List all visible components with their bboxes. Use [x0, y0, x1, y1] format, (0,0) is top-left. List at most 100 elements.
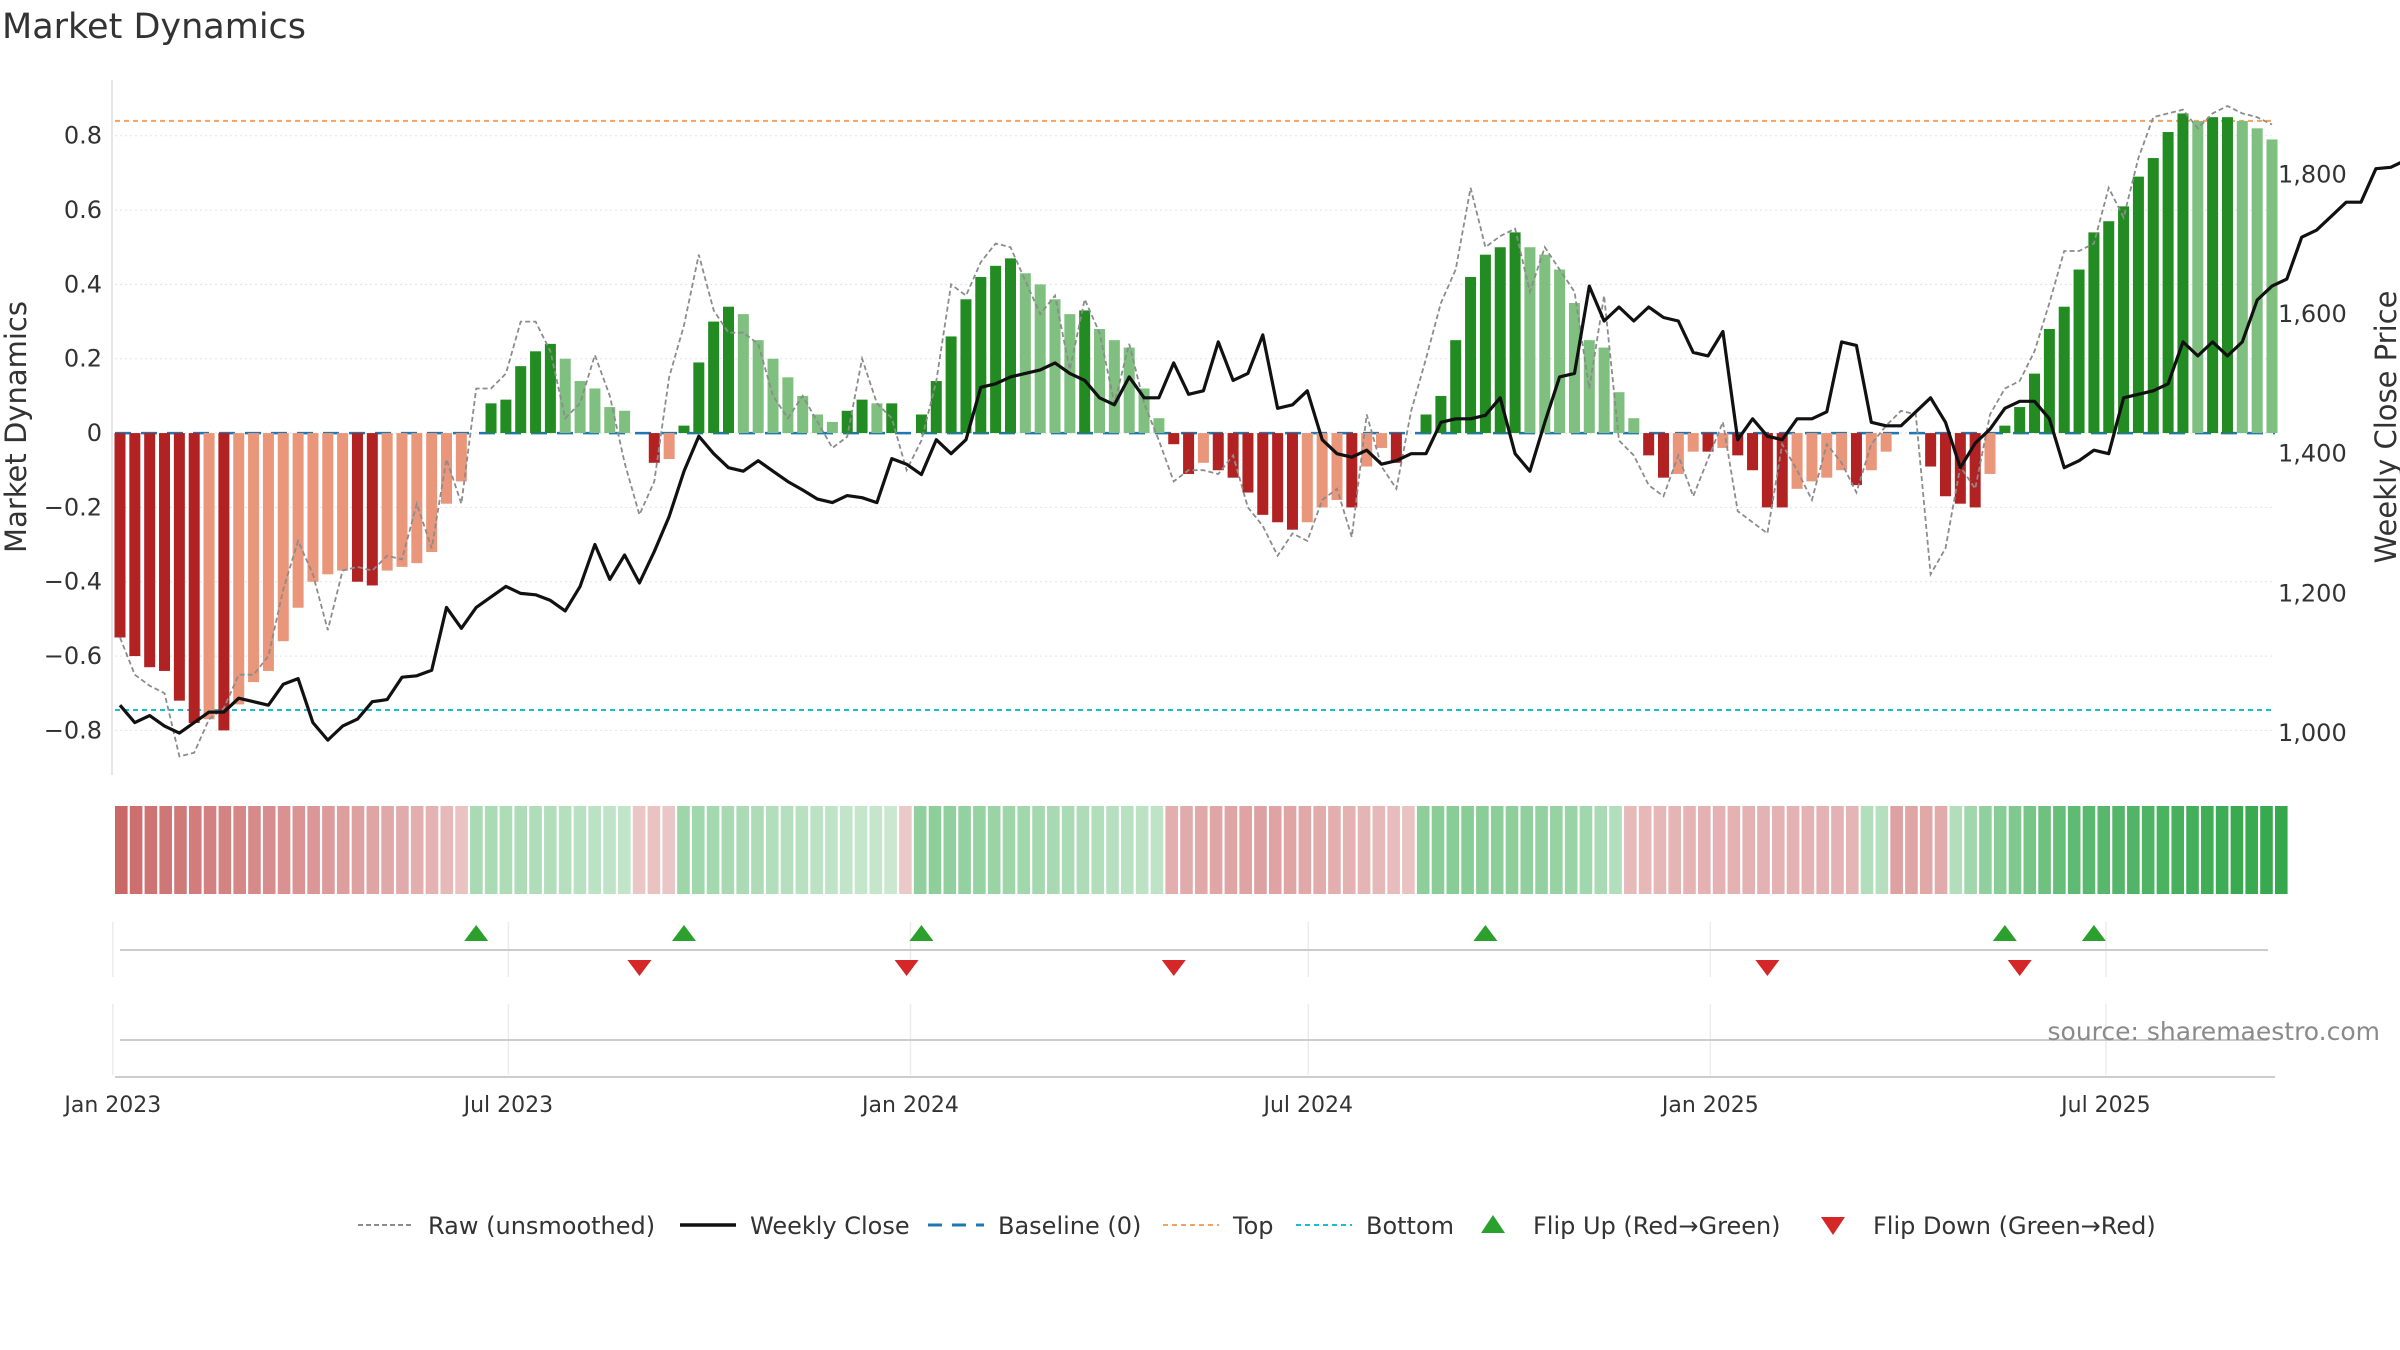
- y2-tick-label: 1,000: [2278, 719, 2347, 747]
- raw-unsmoothed-line: [119, 104, 2273, 758]
- strip-cell: [928, 806, 942, 894]
- dynamics-bar: [2177, 113, 2189, 434]
- strip-cell: [2215, 806, 2229, 894]
- strip-cell: [987, 806, 1001, 894]
- strip-cell: [396, 806, 409, 894]
- dynamics-bar: [2103, 221, 2115, 434]
- strip-cell: [1890, 806, 1903, 894]
- chart-title: Market Dynamics: [2, 7, 306, 47]
- dynamics-bar: [1346, 433, 1358, 508]
- legend: Raw (unsmoothed) Weekly Close Baseline (0)…: [358, 1212, 2156, 1240]
- dynamics-bar: [173, 433, 185, 701]
- strip-cell: [1786, 806, 1800, 894]
- strip-cell: [913, 806, 927, 894]
- dynamics-bar: [188, 433, 200, 723]
- dynamics-bar: [1301, 433, 1313, 523]
- dynamics-bar: [1212, 433, 1224, 471]
- strip-cell: [529, 806, 542, 894]
- strip-cell: [1476, 806, 1489, 894]
- date-tick-label: Jul 2025: [2059, 1093, 2151, 1118]
- dynamics-bar: [1850, 433, 1862, 486]
- main-panel: 0.8 0.6 0.4 0.2 0 −0.2 −0.4 −0.6 −0.8 1,800 1,600 1…: [0, 80, 2400, 775]
- legend-label: Raw (unsmoothed): [428, 1212, 655, 1240]
- strip-cell: [544, 806, 557, 894]
- strip-cell: [188, 806, 202, 894]
- dynamics-bar: [945, 336, 957, 434]
- strip-cell: [1742, 806, 1755, 894]
- strip-cell: [1905, 806, 1918, 894]
- strip-cell: [2038, 806, 2051, 894]
- flip-up-marker: [909, 925, 934, 941]
- dynamics-bar: [1925, 433, 1937, 467]
- flip-up-marker: [1473, 925, 1498, 941]
- dynamics-bar: [381, 433, 393, 571]
- dynamics-bar: [693, 362, 705, 434]
- strip-cell: [1683, 806, 1696, 894]
- dynamics-bar: [1984, 433, 1996, 474]
- legend-label: Bottom: [1366, 1212, 1454, 1240]
- dynamics-bar: [144, 433, 156, 668]
- strip-cell: [677, 806, 690, 894]
- dynamics-bar: [114, 433, 126, 638]
- strip-cell: [1564, 806, 1578, 894]
- dynamics-bar: [782, 377, 794, 434]
- dynamics-bar: [1168, 433, 1180, 445]
- dynamics-bar: [1539, 254, 1551, 434]
- strip-cell: [1268, 806, 1282, 894]
- strip-cell: [1653, 806, 1667, 894]
- dynamics-bar: [1390, 433, 1402, 463]
- y-tick-label: 0: [87, 419, 102, 447]
- dynamics-bar: [1286, 433, 1298, 530]
- dynamics-bar: [1687, 433, 1699, 452]
- dynamics-bar: [678, 425, 690, 434]
- strip-cell: [869, 806, 883, 894]
- strip-cell: [129, 806, 143, 894]
- dynamics-bar: [1732, 433, 1744, 456]
- strip-cell: [1816, 806, 1829, 894]
- dynamics-bar: [262, 433, 274, 671]
- dynamics-bar: [2043, 329, 2055, 434]
- strip-cell: [440, 806, 454, 894]
- strip-cell: [1180, 806, 1193, 894]
- dynamics-bar: [856, 399, 868, 434]
- strip-cell: [1579, 806, 1593, 894]
- dynamics-bar: [366, 433, 378, 586]
- dynamics-bar: [589, 388, 601, 434]
- dynamics-bar: [515, 366, 527, 434]
- strip-cell: [1505, 806, 1519, 894]
- strip-cell: [2141, 806, 2155, 894]
- strip-cell: [825, 806, 838, 894]
- strip-cell: [1594, 806, 1608, 894]
- strip-cell: [958, 806, 971, 894]
- dynamics-bar: [604, 407, 616, 434]
- strip-cell: [1934, 806, 1948, 894]
- strip-cell: [780, 806, 794, 894]
- dynamics-bar: [559, 358, 571, 434]
- dynamics-bar: [1435, 395, 1447, 434]
- strip-cell: [1416, 806, 1430, 894]
- dynamics-bar: [1524, 247, 1536, 434]
- dynamics-bar: [1613, 392, 1625, 434]
- legend-label: Weekly Close: [750, 1212, 910, 1240]
- dynamics-bar: [2073, 269, 2085, 434]
- dynamics-bar: [277, 433, 289, 642]
- strip-cell: [1209, 806, 1223, 894]
- dynamics-bar: [2251, 128, 2263, 434]
- flip-down-marker: [1161, 960, 1186, 976]
- strip-cell: [1091, 806, 1105, 894]
- dynamics-bar: [1019, 273, 1031, 434]
- y-tick-label: −0.4: [44, 568, 102, 596]
- strip-cell: [1461, 806, 1474, 894]
- legend-flip-up-swatch: [1481, 1215, 1505, 1233]
- dynamics-bar: [426, 433, 438, 553]
- strip-cell: [1919, 806, 1933, 894]
- strip-cell: [558, 806, 572, 894]
- strip-cell: [1801, 806, 1815, 894]
- flip-down-marker: [2007, 960, 2032, 976]
- strip-cell: [1224, 806, 1238, 894]
- dynamics-bar: [1138, 388, 1150, 434]
- dynamics-bar: [1791, 433, 1803, 489]
- dynamics-bar: [2236, 120, 2248, 434]
- strip-cell: [1061, 806, 1075, 894]
- dynamics-bar: [1183, 433, 1195, 474]
